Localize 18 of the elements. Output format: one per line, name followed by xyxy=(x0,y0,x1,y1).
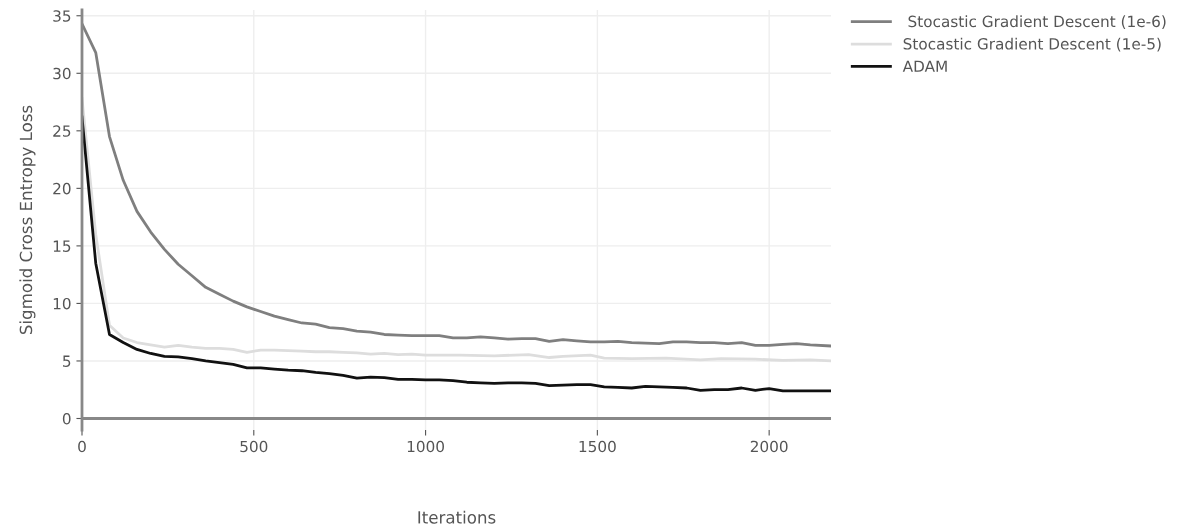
y-tick-label: 25 xyxy=(53,125,71,137)
x-axis-title: Iterations xyxy=(418,510,496,524)
y-tick-label: 10 xyxy=(53,297,71,310)
legend-label: Stocastic Gradient Descent (1e-5) xyxy=(903,37,1161,52)
y-tick-label: 0 xyxy=(62,412,71,425)
y-tick-label: 30 xyxy=(53,67,71,80)
y-tick-label: 35 xyxy=(53,10,71,22)
x-tick-label: 500 xyxy=(240,440,268,453)
x-tick-label: 0 xyxy=(78,440,86,453)
y-tick-label: 20 xyxy=(53,182,71,195)
y-axis-title: Sigmoid Cross Entropy Loss xyxy=(19,105,36,335)
y-tick-label: 5 xyxy=(63,355,71,367)
x-tick-label: 1500 xyxy=(579,440,616,453)
legend-label: Stocastic Gradient Descent (1e-6) xyxy=(908,15,1166,29)
x-tick-label: 2000 xyxy=(750,440,788,453)
x-tick-label: 1000 xyxy=(407,440,444,453)
legend-label: ADAM xyxy=(902,60,947,72)
y-tick-label: 15 xyxy=(53,240,71,252)
